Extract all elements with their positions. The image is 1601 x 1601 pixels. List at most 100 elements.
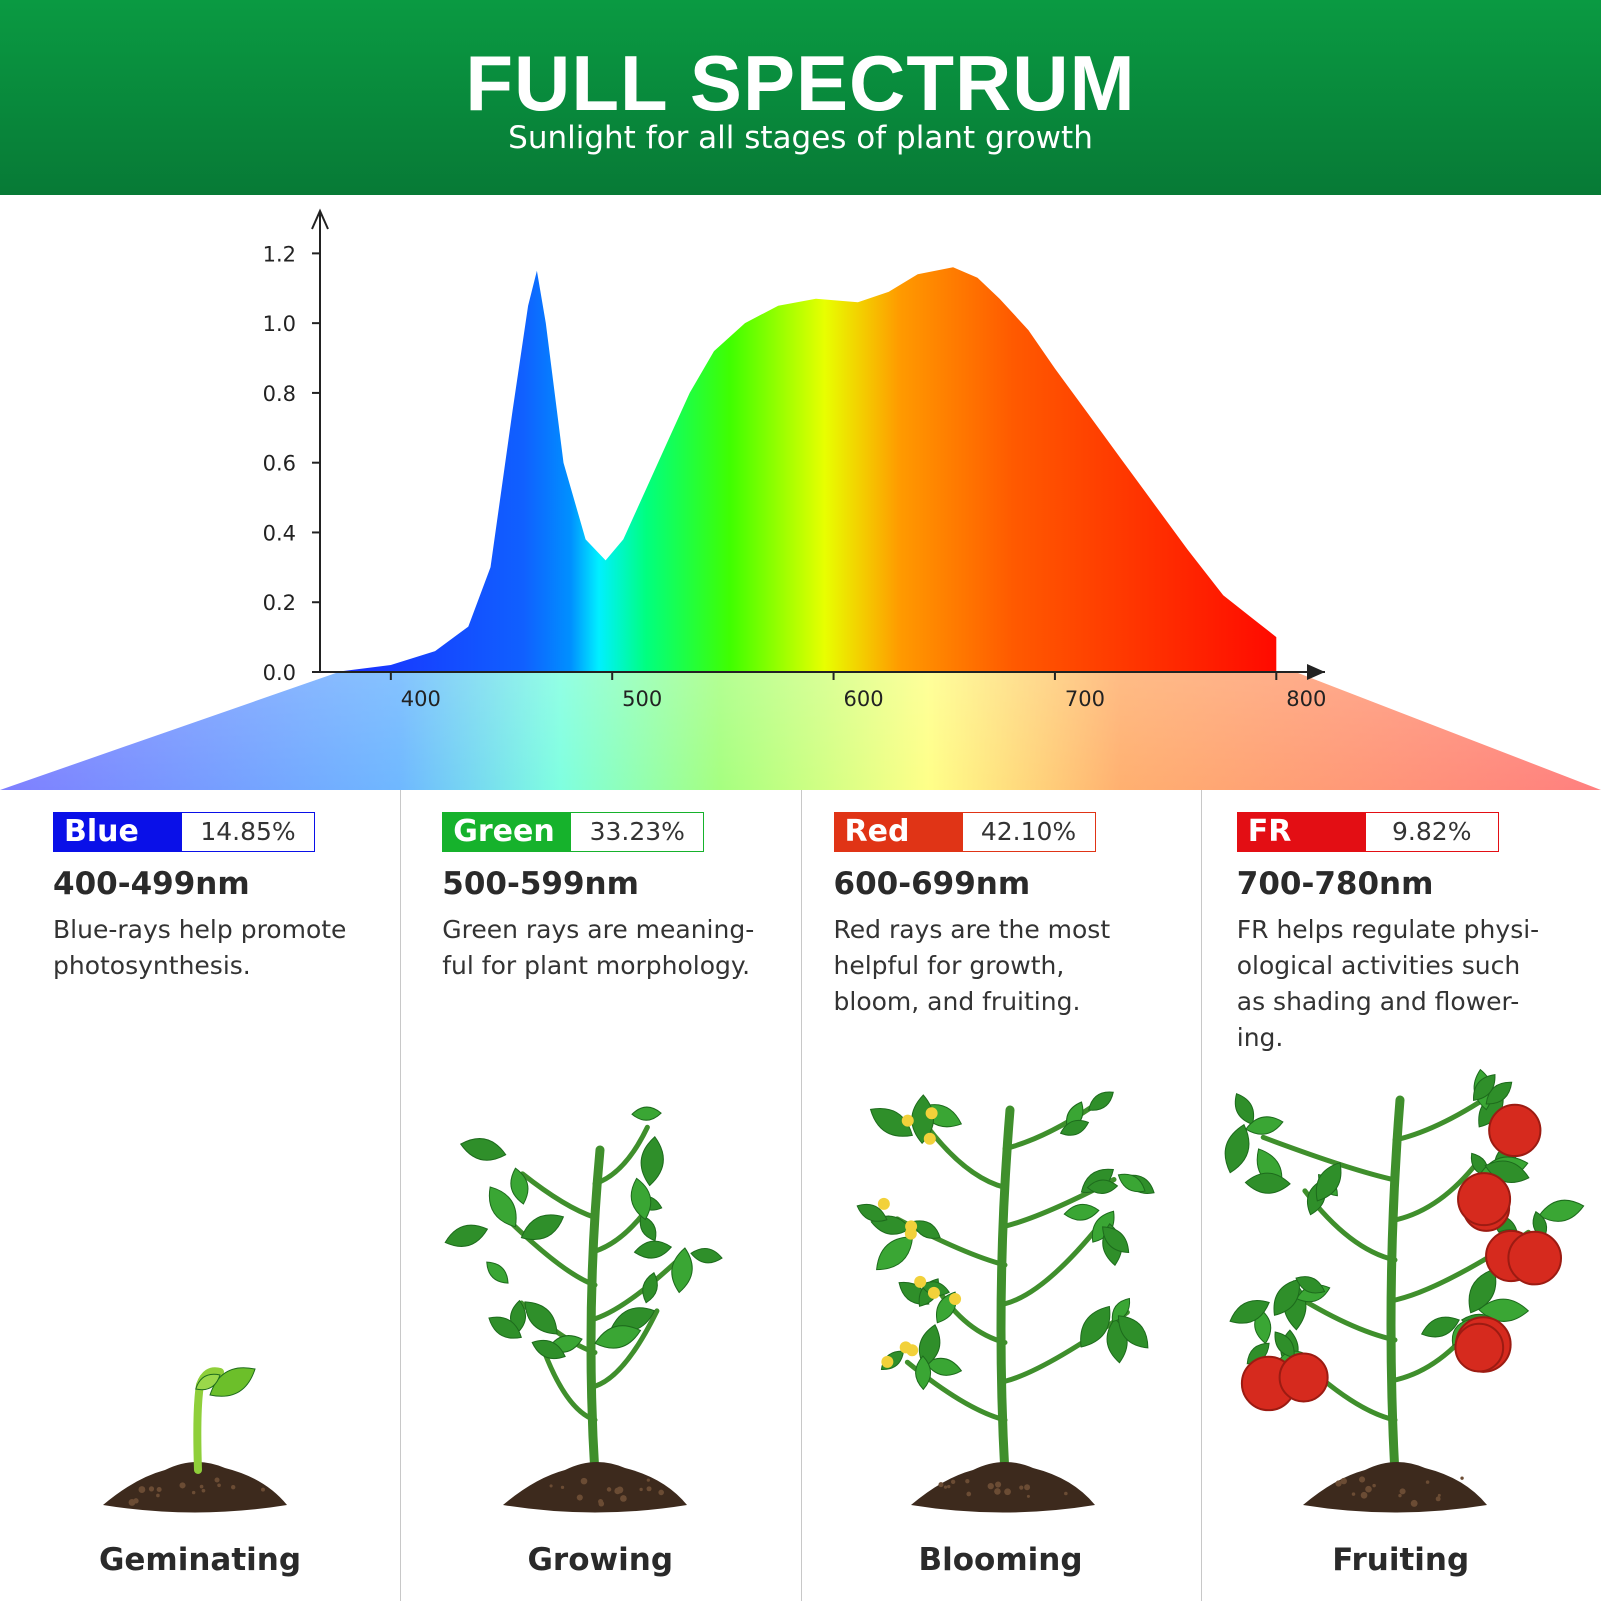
y-tick-label: 0.6 (263, 452, 296, 476)
leaf (510, 1167, 529, 1205)
soil-grain (1064, 1491, 1068, 1496)
soil-grain (138, 1486, 146, 1493)
soil-grain (1399, 1488, 1406, 1495)
leaf (912, 1220, 941, 1239)
soil-grain (965, 1479, 970, 1484)
soil-grain (1019, 1485, 1024, 1490)
soil-grain (214, 1477, 220, 1483)
soil-grain (1398, 1493, 1402, 1498)
soil-grain (987, 1482, 994, 1490)
leaf (640, 1136, 664, 1187)
flower (927, 1286, 940, 1299)
tomato (1454, 1322, 1505, 1373)
soil-grain (261, 1487, 265, 1492)
panel: FR 9.82% 700-780nm FR helps regulate physi-… (1201, 790, 1601, 1601)
leaf (1473, 1074, 1496, 1101)
band-badge: Red 42.10% (833, 812, 1096, 852)
title: FULL SPECTRUM (465, 39, 1136, 127)
leaf (1485, 1081, 1513, 1105)
leaf (918, 1324, 941, 1368)
soil-grain (1410, 1499, 1418, 1507)
band-percent: 33.23% (571, 813, 704, 851)
branch (592, 1308, 660, 1389)
band-range: 600-699nm (833, 866, 1031, 902)
description-line: helpful for growth, (833, 951, 1065, 980)
soil-grain (606, 1487, 612, 1492)
leaf (690, 1248, 723, 1264)
growth-stage: Geminating (98, 1542, 302, 1578)
soil-grain (1435, 1496, 1441, 1502)
soil-grain (179, 1482, 186, 1489)
header: FULL SPECTRUM Sunlight for all stages of… (0, 0, 1601, 195)
spectrum-fill (335, 267, 1277, 672)
leaf (488, 1186, 517, 1228)
x-tick-label: 500 (622, 687, 662, 711)
leaf (1245, 1116, 1284, 1135)
leaf (671, 1247, 693, 1294)
leaf (594, 1325, 642, 1349)
description-line: Red rays are the most (833, 915, 1111, 944)
leaf (1086, 1179, 1119, 1195)
soil-grain (128, 1498, 136, 1506)
y-tick-label: 0.0 (263, 661, 296, 685)
stem (996, 1105, 1015, 1480)
branch (592, 1124, 650, 1187)
flower (923, 1132, 936, 1145)
tomato (1488, 1103, 1542, 1158)
soil-grain (1460, 1476, 1464, 1480)
leaf (1088, 1091, 1114, 1111)
soil-grain (995, 1481, 1002, 1488)
growth-stage: Growing (527, 1542, 674, 1578)
leaf (1117, 1315, 1149, 1349)
band-description: FR helps regulate physi-ological activit… (1237, 912, 1539, 1056)
description-line: FR helps regulate physi- (1236, 915, 1540, 944)
x-tick-label: 700 (1065, 687, 1105, 711)
soil-grain (620, 1495, 627, 1502)
soil-grain (1004, 1488, 1011, 1496)
panel: Green 33.23% 500-599nm Green rays are meani… (400, 790, 800, 1601)
soil-grain (576, 1494, 583, 1501)
description-line: Blue-rays help promote (53, 915, 347, 944)
soil-grain (156, 1487, 162, 1493)
leaf (1229, 1300, 1270, 1324)
leaf (1244, 1172, 1291, 1194)
leaf (911, 1094, 935, 1145)
branch (504, 1216, 598, 1288)
soil-grain (938, 1482, 944, 1488)
leaf (195, 1373, 221, 1391)
soil-grain (658, 1489, 664, 1496)
leaf (1295, 1276, 1326, 1294)
leaf (876, 1236, 914, 1271)
column-separator (800, 790, 802, 1601)
y-tick-label: 0.4 (263, 521, 296, 545)
leaf (1224, 1123, 1250, 1174)
x-tick-label: 400 (401, 687, 441, 711)
leaf (1420, 1316, 1460, 1338)
leaf (460, 1138, 507, 1161)
soil-grain (1340, 1477, 1347, 1485)
description-line: as shading and flower- (1236, 987, 1520, 1016)
leaf (1246, 1342, 1270, 1365)
column-separator (400, 790, 402, 1601)
soil-grain (199, 1484, 204, 1489)
band-percent: 42.10% (962, 813, 1095, 851)
branch (1002, 1309, 1130, 1384)
soil-grain (598, 1500, 605, 1507)
band-range: 500-599nm (442, 866, 639, 902)
leaf (642, 1271, 658, 1304)
flower (901, 1114, 914, 1127)
soil-grain (1360, 1491, 1368, 1499)
soil-grain (148, 1486, 155, 1492)
band-percent: 9.82% (1365, 813, 1498, 851)
leaf (1117, 1173, 1146, 1193)
leaf (630, 1177, 652, 1221)
leaf (631, 1106, 662, 1121)
band-name: Blue (54, 813, 182, 851)
subtitle: Sunlight for all stages of plant growth (508, 120, 1093, 156)
leaf (520, 1214, 565, 1241)
column-separator (1200, 790, 1202, 1601)
description-line: ing. (1236, 1023, 1284, 1052)
x-axis-arrow (1307, 664, 1325, 680)
leaf (1059, 1119, 1090, 1136)
